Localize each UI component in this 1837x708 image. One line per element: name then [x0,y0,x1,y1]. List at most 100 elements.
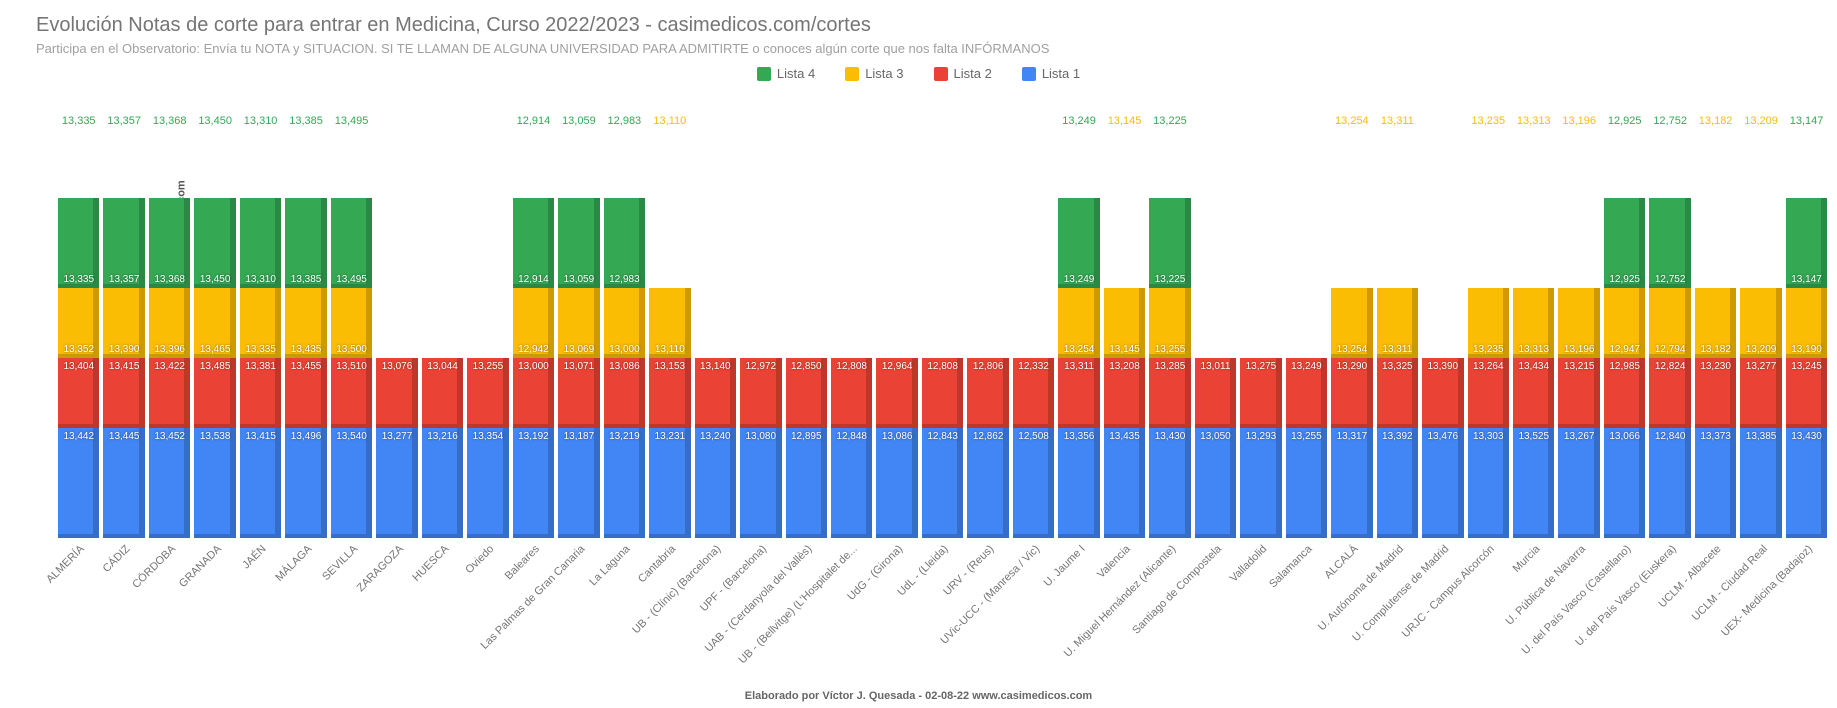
bar-column: 13,31313,52513,43413,313 [1513,115,1554,538]
segment-value: 13,495 [336,274,367,285]
bar-segment-lista2: 13,215 [1558,358,1599,428]
segment-value: 13,373 [1700,431,1731,442]
segment-value: 12,964 [882,361,913,372]
segment-value: 13,066 [1609,431,1640,442]
segment-value: 13,254 [1064,344,1095,355]
top-value-label: 13,450 [194,115,235,127]
bar-segment-lista2: 12,972 [740,358,781,428]
segment-value: 12,914 [518,274,549,285]
bar-segment-lista1: 13,267 [1558,428,1599,538]
top-value-label: 13,254 [1331,115,1372,127]
bar-segment-lista2: 13,455 [285,358,326,428]
segment-value: 13,335 [245,344,276,355]
bar-segment-lista2: 13,381 [240,358,281,428]
segment-value: 13,500 [336,344,367,355]
top-value-label: 13,385 [285,115,326,127]
bar-segment-lista2: 13,485 [194,358,235,428]
top-value-label: 12,914 [513,115,554,127]
bar-segment-lista2: 13,434 [1513,358,1554,428]
bar-segment-lista3: 13,465 [194,288,235,358]
legend-label: Lista 3 [865,66,903,81]
segment-value: 13,435 [291,344,322,355]
bar-segment-lista4: 13,225 [1149,198,1190,288]
bar-segment-lista4: 12,925 [1604,198,1645,288]
bar-stack: 13,05013,011 [1195,115,1236,538]
bar-segment-lista3: 13,190 [1786,288,1827,358]
segment-value: 12,985 [1609,361,1640,372]
bar-segment-lista1: 13,255 [1286,428,1327,538]
bar-stack: 13,38513,27713,209 [1740,129,1781,538]
top-value-label: 12,752 [1649,115,1690,127]
bar-segment-lista3: 13,069 [558,288,599,358]
bar-segment-lista1: 13,392 [1377,428,1418,538]
bar-segment-lista2: 12,985 [1604,358,1645,428]
segment-value: 13,385 [1746,431,1777,442]
bar-segment-lista1: 13,435 [1104,428,1145,538]
category-label: GRANADA [194,540,235,680]
segment-value: 13,540 [336,431,367,442]
bar-column: 13,47613,390 [1422,115,1463,538]
bar-column: 13,24913,35613,31113,25413,249 [1058,115,1099,538]
segment-value: 12,508 [1018,431,1049,442]
bar-stack: 13,49613,45513,43513,385 [285,129,326,538]
category-label: SEVILLA [331,540,372,680]
segment-value: 13,510 [336,361,367,372]
category-label: UB - (Clínic) (Barcelona) [695,540,736,680]
top-value-label: 13,335 [58,115,99,127]
bar-segment-lista1: 13,496 [285,428,326,538]
bar-segment-lista2: 13,264 [1468,358,1509,428]
bar-segment-lista3: 13,254 [1331,288,1372,358]
bar-stack: 12,50812,332 [1013,115,1054,538]
bar-segment-lista2: 13,510 [331,358,372,428]
segment-value: 12,947 [1609,344,1640,355]
bar-segment-lista1: 13,231 [649,428,690,538]
segment-value: 13,050 [1200,431,1231,442]
segment-value: 13,452 [154,431,185,442]
category-label: MÁLAGA [285,540,326,680]
bar-segment-lista1: 13,538 [194,428,235,538]
segment-value: 13,076 [382,361,413,372]
bar-segment-lista4: 13,147 [1786,198,1827,288]
bar-segment-lista1: 13,430 [1786,428,1827,538]
legend-swatch [934,67,948,81]
bar-stack: 13,43513,20813,145 [1104,129,1145,538]
bar-column: 13,31013,41513,38113,33513,310 [240,115,281,538]
segment-value: 12,862 [973,431,1004,442]
bar-segment-lista1: 13,354 [467,428,508,538]
bar-stack: 13,23113,15313,110 [649,129,690,538]
segment-value: 13,153 [655,361,686,372]
bar-stack: 13,540 13,510 13,500 13,495 [331,129,372,538]
top-value-label: 13,059 [558,115,599,127]
bar-segment-lista1: 13,317 [1331,428,1372,538]
segment-value: 13,225 [1155,274,1186,285]
bar-column: 13,25513,249 [1286,115,1327,538]
segment-value: 13,434 [1518,361,1549,372]
bar-segment-lista3: 12,942 [513,288,554,358]
bar-stack: 12,84812,808 [831,115,872,538]
segment-value: 12,850 [791,361,822,372]
segment-value: 12,972 [745,361,776,372]
bar-stack: 13,47613,390 [1422,115,1463,538]
segment-value: 13,313 [1518,344,1549,355]
bar-segment-lista1: 13,050 [1195,428,1236,538]
category-label: UdG - (Girona) [876,540,917,680]
bar-stack: 12,86212,806 [967,115,1008,538]
legend-swatch [845,67,859,81]
bar-column: 13,29313,275 [1240,115,1281,538]
bar-stack: 13,29313,275 [1240,115,1281,538]
bar-segment-lista4: 13,495 [331,198,372,288]
legend-item: Lista 4 [757,66,815,81]
segment-value: 12,925 [1609,274,1640,285]
bar-column: 13,25413,31713,29013,254 [1331,115,1372,538]
legend-label: Lista 2 [954,66,992,81]
legend-swatch [757,67,771,81]
category-label: URJC - Campus Alcorcón [1468,540,1509,680]
category-label: ALMERÍA [58,540,99,680]
bar-segment-lista1: 13,442 [58,428,99,538]
bar-segment-lista3: 13,196 [1558,288,1599,358]
bar-stack: 13,066 12,985 12,947 12,925 [1604,129,1645,538]
bar-segment-lista3: 13,145 [1104,288,1145,358]
bar-segment-lista1: 12,848 [831,428,872,538]
bar-column: 13,45013,53813,48513,46513,450 [194,115,235,538]
bar-stack: 13,27713,076 [376,115,417,538]
